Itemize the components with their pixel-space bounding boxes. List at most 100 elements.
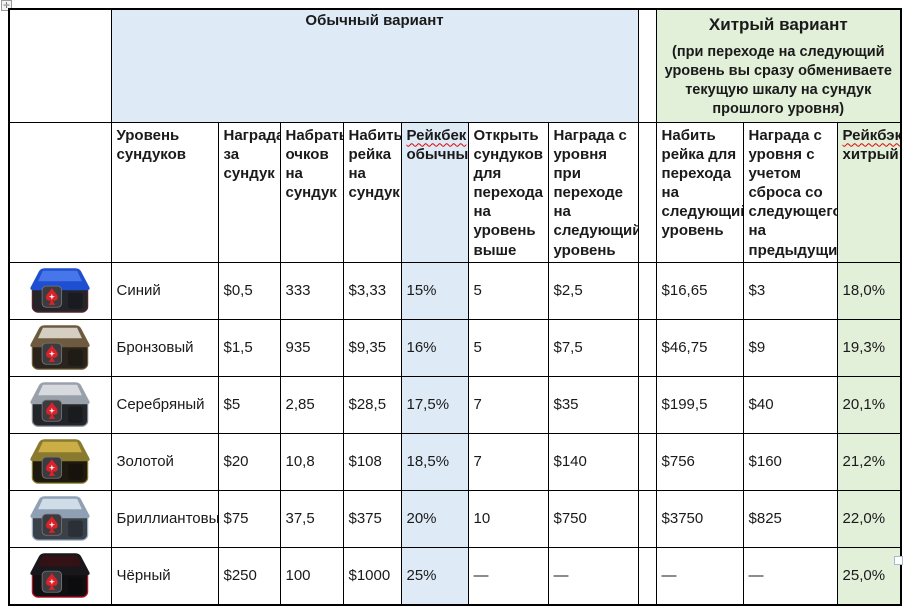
spacer-column-cell[interactable] <box>637 375 657 434</box>
level-cell[interactable]: Синий <box>110 261 219 320</box>
header-word: обычный <box>406 145 468 163</box>
rakeback-regular-cell[interactable]: 20% <box>400 489 469 548</box>
rakeback-tricky-cell[interactable]: 22,0% <box>836 489 902 548</box>
reward-with-reset-cell[interactable]: $9 <box>742 318 838 377</box>
reward-per-chest-cell[interactable]: $20 <box>217 432 281 491</box>
reward-with-reset-cell[interactable]: $3 <box>742 261 838 320</box>
column-header-rakeback-regular[interactable]: Рейкбек обычный <box>400 121 469 263</box>
reward-on-level-up-cell[interactable]: $140 <box>547 432 639 491</box>
tricky-variant-subtitle: (при переходе на следующий уровень вы ср… <box>664 44 892 118</box>
rake-per-chest-cell[interactable]: $9,35 <box>342 318 402 377</box>
table-row: Серебряный $5 2,85 $28,5 17,5% 7 $35 $19… <box>8 375 902 434</box>
rake-to-level-up-cell[interactable]: $756 <box>655 432 744 491</box>
reward-on-level-up-cell[interactable]: $2,5 <box>547 261 639 320</box>
level-cell[interactable]: Бриллиантовый <box>110 489 219 548</box>
reward-per-chest-cell[interactable]: $250 <box>217 546 281 606</box>
rakeback-regular-cell[interactable]: 25% <box>400 546 469 606</box>
level-cell[interactable]: Бронзовый <box>110 318 219 377</box>
chest-cell[interactable] <box>8 432 112 491</box>
rakeback-regular-cell[interactable]: 18,5% <box>400 432 469 491</box>
chest-cell[interactable] <box>8 261 112 320</box>
rake-to-level-up-cell[interactable]: $46,75 <box>655 318 744 377</box>
rakeback-tricky-cell[interactable]: 18,0% <box>836 261 902 320</box>
reward-with-reset-cell[interactable]: $160 <box>742 432 838 491</box>
rake-to-level-up-cell[interactable]: — <box>655 546 744 606</box>
table-move-handle-icon[interactable]: ✛ <box>1 0 12 11</box>
reward-with-reset-cell[interactable]: — <box>742 546 838 606</box>
rake-per-chest-cell[interactable]: $3,33 <box>342 261 402 320</box>
rake-per-chest-cell[interactable]: $28,5 <box>342 375 402 434</box>
chest-icon-blue <box>12 265 109 317</box>
rake-to-level-up-cell[interactable]: $16,65 <box>655 261 744 320</box>
table-row: Бронзовый $1,5 935 $9,35 16% 5 $7,5 $46,… <box>8 318 902 377</box>
reward-per-chest-cell[interactable]: $5 <box>217 375 281 434</box>
chests-to-level-up-cell[interactable]: 5 <box>467 318 549 377</box>
rake-to-level-up-cell[interactable]: $199,5 <box>655 375 744 434</box>
rakeback-regular-cell[interactable]: 16% <box>400 318 469 377</box>
points-per-chest-cell[interactable]: 100 <box>279 546 344 606</box>
chest-cell[interactable] <box>8 489 112 548</box>
column-header-level[interactable]: Уровень сундуков <box>110 121 219 263</box>
column-header-rake-to-level-up[interactable]: Набить рейка для перехода на следующий у… <box>655 121 744 263</box>
chests-to-level-up-cell[interactable]: — <box>467 546 549 606</box>
level-cell[interactable]: Золотой <box>110 432 219 491</box>
column-header-reward-per-chest[interactable]: Награда за сундук <box>217 121 281 263</box>
chest-cell[interactable] <box>8 375 112 434</box>
table-resize-handle[interactable] <box>894 556 903 565</box>
rake-to-level-up-cell[interactable]: $3750 <box>655 489 744 548</box>
column-header-chests-to-level-up[interactable]: Открыть сундуков для перехода на уровень… <box>467 121 549 263</box>
rakeback-tricky-cell[interactable]: 25,0% <box>836 546 902 606</box>
rake-per-chest-cell[interactable]: $375 <box>342 489 402 548</box>
column-header-reward-with-reset[interactable]: Награда с уровня с учетом сброса со след… <box>742 121 838 263</box>
chests-to-level-up-cell[interactable]: 5 <box>467 261 549 320</box>
column-header-chest[interactable] <box>8 121 112 263</box>
chests-to-level-up-cell[interactable]: 10 <box>467 489 549 548</box>
points-per-chest-cell[interactable]: 10,8 <box>279 432 344 491</box>
tricky-variant-header[interactable]: Хитрый вариант (при переходе на следующи… <box>655 8 902 123</box>
rakeback-regular-cell[interactable]: 17,5% <box>400 375 469 434</box>
reward-with-reset-cell[interactable]: $825 <box>742 489 838 548</box>
spacer-column-cell[interactable] <box>637 546 657 606</box>
points-per-chest-cell[interactable]: 333 <box>279 261 344 320</box>
column-header-rake-per-chest[interactable]: Набить рейка на сундук <box>342 121 402 263</box>
chest-icon-black <box>12 550 109 602</box>
reward-per-chest-cell[interactable]: $75 <box>217 489 281 548</box>
reward-on-level-up-cell[interactable]: $750 <box>547 489 639 548</box>
points-per-chest-cell[interactable]: 935 <box>279 318 344 377</box>
rakeback-regular-cell[interactable]: 15% <box>400 261 469 320</box>
rakeback-tricky-cell[interactable]: 19,3% <box>836 318 902 377</box>
level-cell[interactable]: Серебряный <box>110 375 219 434</box>
reward-on-level-up-cell[interactable]: — <box>547 546 639 606</box>
chest-cell[interactable] <box>8 546 112 606</box>
reward-per-chest-cell[interactable]: $1,5 <box>217 318 281 377</box>
rake-per-chest-cell[interactable]: $108 <box>342 432 402 491</box>
chests-to-level-up-cell[interactable]: 7 <box>467 375 549 434</box>
spacer-column-cell[interactable] <box>637 489 657 548</box>
rakeback-tricky-cell[interactable]: 20,1% <box>836 375 902 434</box>
misspelled-word: Рейкбек <box>406 126 467 144</box>
points-per-chest-cell[interactable]: 2,85 <box>279 375 344 434</box>
spacer-column-cell[interactable] <box>637 8 657 123</box>
rake-per-chest-cell[interactable]: $1000 <box>342 546 402 606</box>
spacer-column-cell[interactable] <box>637 432 657 491</box>
column-header-reward-on-level-up[interactable]: Награда с уровня при переходе на следующ… <box>547 121 639 263</box>
reward-on-level-up-cell[interactable]: $35 <box>547 375 639 434</box>
column-header-rakeback-tricky[interactable]: Рейкбэк хитрый <box>836 121 902 263</box>
column-header-gap[interactable] <box>637 121 657 263</box>
group-header-empty-cell[interactable] <box>8 8 112 123</box>
column-header-points-per-chest[interactable]: Набрать очков на сундук <box>279 121 344 263</box>
reward-with-reset-cell[interactable]: $40 <box>742 375 838 434</box>
level-cell[interactable]: Чёрный <box>110 546 219 606</box>
regular-variant-header[interactable]: Обычный вариант <box>110 8 639 123</box>
reward-on-level-up-cell[interactable]: $7,5 <box>547 318 639 377</box>
column-header-row: Уровень сундуков Награда за сундук Набра… <box>8 121 902 263</box>
spacer-column-cell[interactable] <box>637 318 657 377</box>
rakeback-tricky-cell[interactable]: 21,2% <box>836 432 902 491</box>
points-per-chest-cell[interactable]: 37,5 <box>279 489 344 548</box>
chest-cell[interactable] <box>8 318 112 377</box>
chest-icon-gold <box>12 436 109 488</box>
group-header-row: Обычный вариант Хитрый вариант (при пере… <box>8 8 902 123</box>
chests-to-level-up-cell[interactable]: 7 <box>467 432 549 491</box>
spacer-column-cell[interactable] <box>637 261 657 320</box>
reward-per-chest-cell[interactable]: $0,5 <box>217 261 281 320</box>
